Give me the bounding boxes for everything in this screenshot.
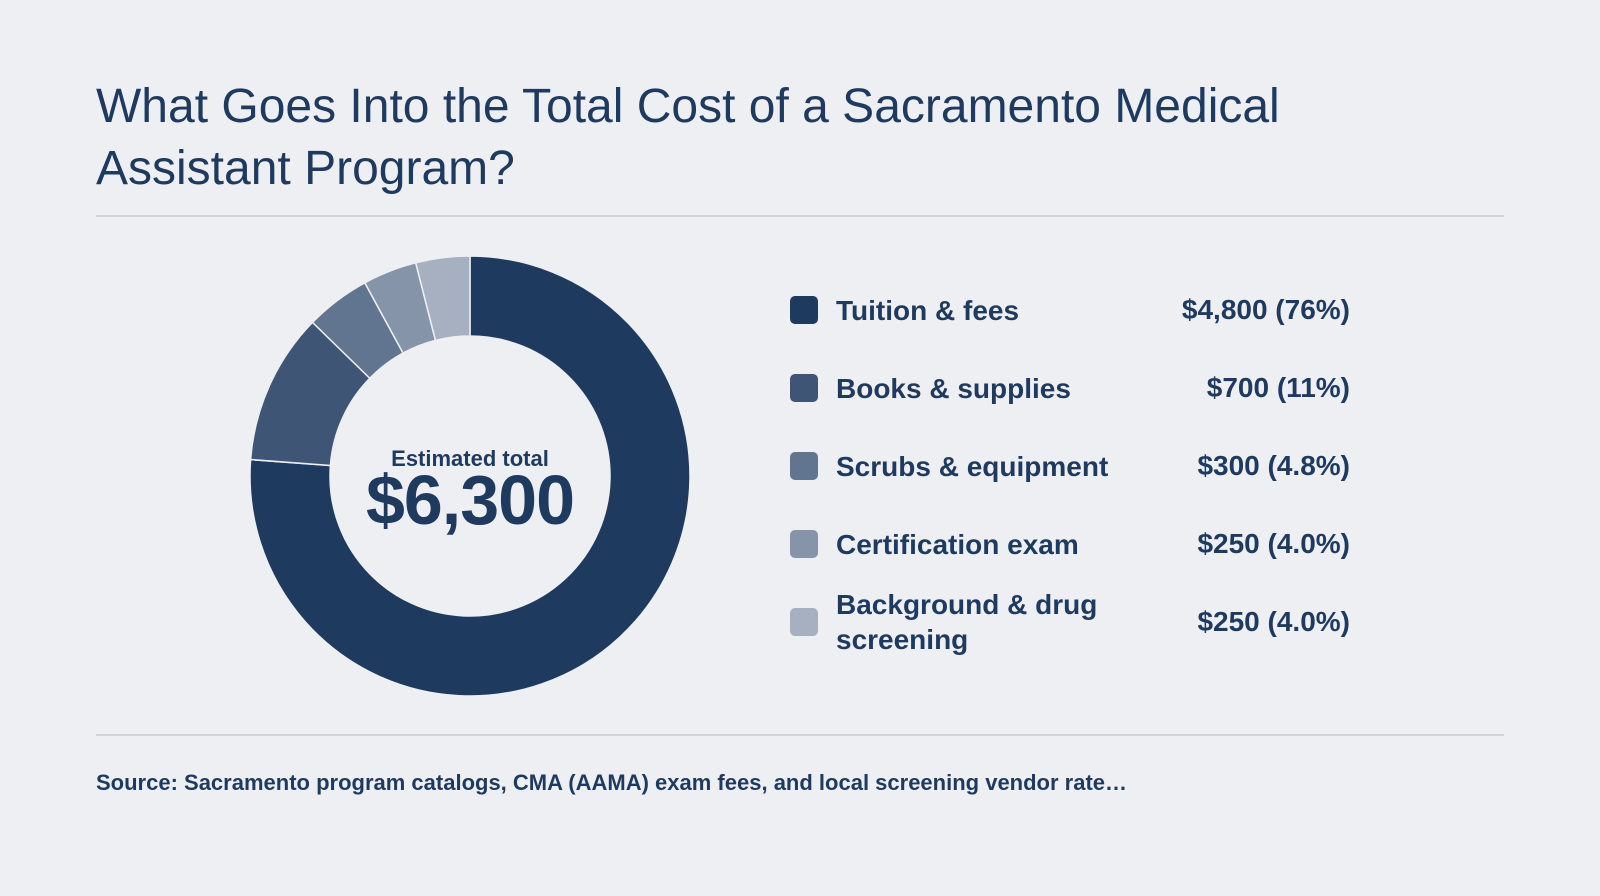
legend-swatch-certification <box>790 530 818 558</box>
center-total-label: Estimated total <box>391 446 549 471</box>
legend-label: Tuition & fees <box>836 294 1020 326</box>
legend-item-scrubs: Scrubs & equipment $300 (4.8%) <box>790 426 1350 506</box>
legend-value: $300 (4.8%) <box>1197 450 1350 481</box>
legend-swatch-tuition <box>790 296 818 324</box>
legend-item-tuition: Tuition & fees $4,800 (76%) <box>790 270 1350 350</box>
donut-slices <box>249 255 691 697</box>
divider-bottom <box>96 734 1504 736</box>
center-total-value: $6,300 <box>365 461 575 539</box>
legend-swatch-background <box>790 608 818 636</box>
legend-value: $250 (4.0%) <box>1197 606 1350 637</box>
slice-tuition <box>249 255 691 697</box>
legend-item-books: Books & supplies $700 (11%) <box>790 348 1350 428</box>
legend-item-certification: Certification exam $250 (4.0%) <box>790 504 1350 584</box>
legend-label: Books & supplies <box>836 372 1071 404</box>
legend-item-background: Background & drug screening $250 (4.0%) <box>790 582 1350 662</box>
slice-background <box>414 255 471 342</box>
legend-value: $4,800 (76%) <box>1181 294 1350 325</box>
legend-label: Scrubs & equipment <box>836 450 1109 482</box>
divider-top <box>96 215 1504 217</box>
legend-value: $700 (11%) <box>1206 372 1350 403</box>
source-note: Source: Sacramento program catalogs, CMA… <box>96 770 1128 795</box>
donut-chart <box>249 255 691 697</box>
legend-value: $250 (4.0%) <box>1197 528 1350 559</box>
legend-swatch-scrubs <box>790 452 818 480</box>
chart-title: What Goes Into the Total Cost of a Sacra… <box>96 80 1280 195</box>
legend-label: Certification exam <box>836 528 1079 560</box>
legend-swatch-books <box>790 374 818 402</box>
legend-label: Background & drug screening <box>836 589 1098 655</box>
